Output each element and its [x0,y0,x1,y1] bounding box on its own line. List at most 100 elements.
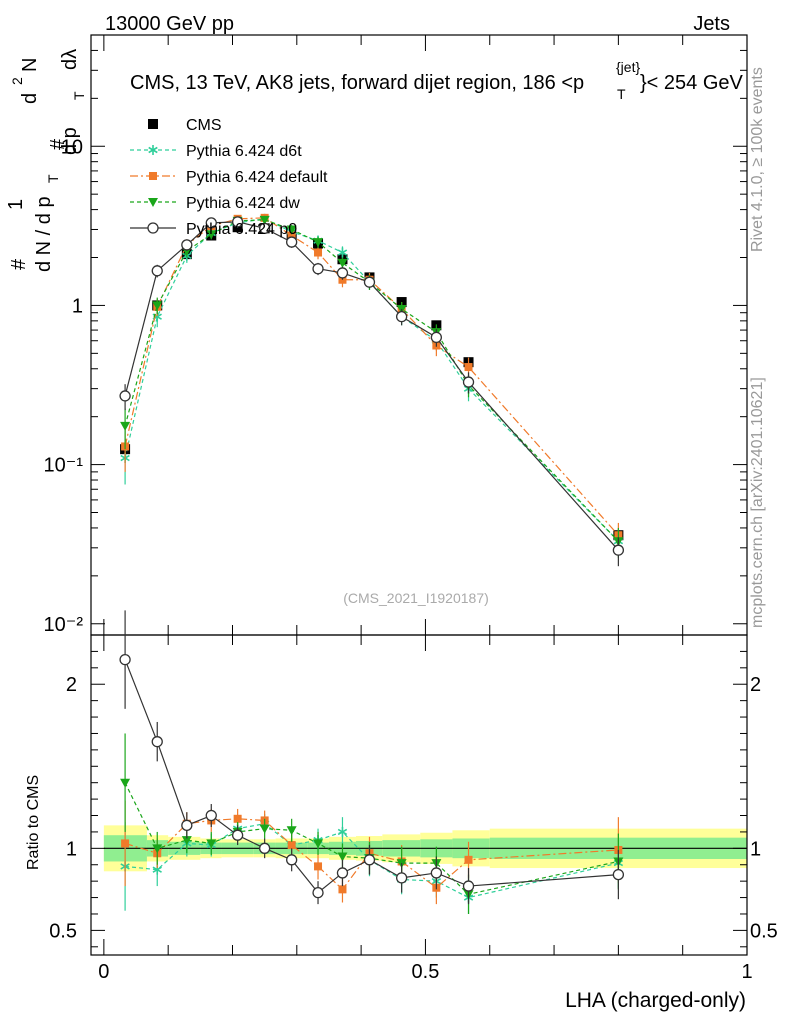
x-tick-label: 0.5 [412,961,440,983]
ylabel-hash1: # [8,258,30,270]
legend-marker [147,222,159,234]
ratio-point [205,809,217,822]
y-tick-label: 10⁻² [44,614,84,636]
marker-stroke [337,249,348,256]
ratio-frame [90,634,748,956]
series-line [124,221,619,551]
ratio-y-tick-label-right: 1 [750,838,761,860]
ratio-point [181,836,192,846]
ratio-series-pythia-6-424-dw [120,733,624,914]
data-point [313,238,324,248]
ratio-point [231,829,244,841]
legend-label: CMS [186,117,222,134]
title-sub: T [617,86,626,102]
ratio-y-tick-label: 0.5 [49,920,77,942]
rivet-label: Rivet 4.1.0, ≥ 100k events [749,67,766,252]
marker-stroke [148,146,158,154]
data-point [231,216,244,228]
data-point [336,267,349,279]
data-point [286,236,298,248]
legend-entry: Pythia 6.424 p0 [130,221,297,238]
legend-label: Pythia 6.424 default [186,169,328,186]
ratio-line [124,782,619,895]
legend-marker [148,145,158,155]
ratio-point [395,872,408,884]
ratio-point [337,852,348,862]
x-tick-label: 1 [741,961,752,983]
header-right: Jets [693,13,730,35]
ratio-point [336,867,349,879]
data-point [259,215,270,225]
data-point [181,239,193,251]
ratio-point [363,854,376,866]
ratio-point [120,778,131,788]
data-point [337,247,348,258]
y-axis-label-main: # 1 d N / d p T # d p T dλ d 2 N [5,49,87,272]
data-point [287,231,296,240]
ratio-line [124,818,619,891]
ratio-point [119,653,131,666]
marker-stroke [152,866,162,873]
title-main: CMS, 13 TeV, AK8 jets, forward dijet reg… [130,72,584,94]
ylabel-sup: 2 [9,77,25,85]
legend-label: Pythia 6.424 dw [186,195,300,212]
ratio-point [287,841,296,850]
ratio-point [462,880,475,892]
y-tick-label: 10 [61,136,83,158]
legend-entry: Pythia 6.424 default [130,169,328,186]
series-line [124,218,619,542]
legend-entry: Pythia 6.424 d6t [130,143,302,160]
series-pythia-6-424-p0 [119,216,625,567]
ratio-point [152,844,163,854]
data-point [464,363,473,372]
data-point [205,217,217,229]
ylabel-hash2: # [47,138,69,150]
ylabel-dlambda: dλ [59,49,81,70]
data-point [152,301,163,311]
legend-marker [148,198,158,207]
ratio-point [286,826,297,836]
data-point [119,390,131,402]
ratio-panel: 0.5 0.5 1 1 2 2 0 0.5 1 [49,610,778,983]
data-point [206,230,217,240]
data-point [312,263,324,275]
ratio-point [612,868,625,881]
ratio-point [258,842,271,854]
legend-entry: CMS [148,117,222,134]
plot-title: CMS, 13 TeV, AK8 jets, forward dijet reg… [130,59,744,102]
ratio-point [259,824,270,834]
data-point [395,311,408,323]
ylabel-num1: 1 [5,199,27,210]
legend-label: Pythia 6.424 p0 [186,221,297,238]
ratio-point [464,855,473,864]
ylabel-den1: d N / d p [33,196,55,272]
x-axis-label: LHA (charged-only) [565,989,746,1012]
marker-stroke [337,828,348,836]
legend: CMS Pythia 6.424 d6t Pythia 6.424 default P… [130,117,328,238]
ratio-point [338,885,347,894]
legend-label: Pythia 6.424 d6t [186,143,302,160]
ylabel-numN: N [19,58,41,72]
data-point [286,225,297,235]
data-point [462,376,475,388]
y-axis-label-ratio: Ratio to CMS [25,775,42,870]
legend-marker [149,172,157,180]
ratio-y-tick-label-right: 0.5 [750,920,778,942]
ratio-point [151,736,163,748]
y-tick-label: 1 [72,295,83,317]
ratio-series-pythia-6-424-p0 [119,610,625,905]
ratio-point [121,839,130,848]
series-cms [120,222,624,542]
mcplots-label: mcplots.cern.ch [arXiv:2401.10621] [749,377,766,628]
header-left: 13000 GeV pp [105,13,234,35]
ratio-point [314,862,323,871]
data-point [363,276,376,288]
data-point [314,248,323,257]
ylabel-num2: d [19,93,41,104]
analysis-watermark: (CMS_2021_I1920187) [343,590,489,606]
series-line [124,219,619,542]
title-end: }< 254 GeV [640,72,744,94]
series-pythia-6-424-dw [120,215,624,558]
ratio-point [181,819,193,832]
